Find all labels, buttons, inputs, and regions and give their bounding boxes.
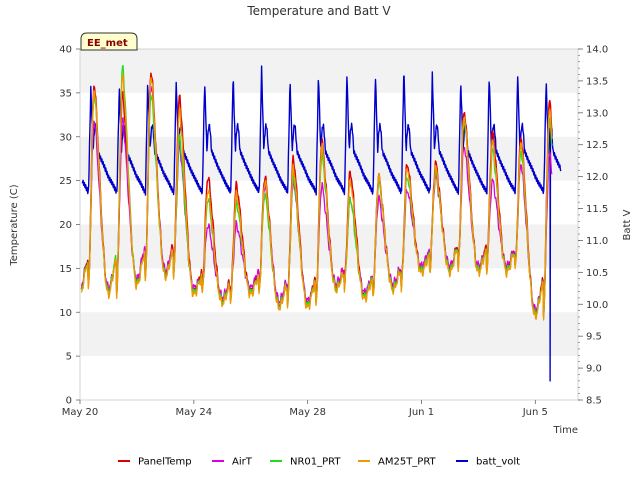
y-tick-label: 30 xyxy=(59,132,72,143)
y-tick-label: 0 xyxy=(66,396,72,407)
y2-tick-label: 12.0 xyxy=(586,172,608,183)
y-tick-label: 5 xyxy=(66,352,72,363)
legend: PanelTemp AirT NR01_PRT AM25T_PRT batt_volt xyxy=(118,457,520,468)
y2-axis-title: Batt V xyxy=(622,209,633,240)
y2-axis-ticks: 8.5 9.0 9.5 10.0 10.5 11.0 11.5 12.0 12.5 13.0 13.… xyxy=(578,45,608,407)
y-axis-title: Temperature (C) xyxy=(9,184,20,266)
y-tick-label: 15 xyxy=(59,264,72,275)
x-tick-label: Jun 5 xyxy=(522,407,548,418)
y-tick-label: 40 xyxy=(59,45,72,56)
y2-tick-label: 14.0 xyxy=(586,45,608,56)
y2-tick-label: 12.5 xyxy=(586,140,608,151)
legend-item: AM25T_PRT xyxy=(358,457,437,468)
grid-band xyxy=(80,312,578,357)
y-tick-label: 35 xyxy=(59,88,72,99)
am25t-prt-line xyxy=(80,73,553,321)
y2-tick-label: 10.5 xyxy=(586,268,608,279)
legend-item: PanelTemp xyxy=(118,457,192,468)
legend-item: NR01_PRT xyxy=(270,457,341,468)
y2-tick-label: 11.0 xyxy=(586,236,608,247)
x-tick-label: May 20 xyxy=(62,407,99,418)
batt-volt-line xyxy=(81,65,562,382)
y2-tick-label: 13.0 xyxy=(586,108,608,119)
legend-label: AirT xyxy=(232,457,253,468)
y2-tick-label: 11.5 xyxy=(586,204,608,215)
y2-tick-label: 13.5 xyxy=(586,76,608,87)
legend-label: batt_volt xyxy=(476,457,520,468)
station-badge: EE_met xyxy=(80,32,138,51)
background-bands xyxy=(80,49,578,357)
x-tick-label: Jun 1 xyxy=(408,407,434,418)
legend-label: NR01_PRT xyxy=(290,457,341,468)
grid-band xyxy=(80,49,578,93)
y-axis-ticks: 0 5 10 15 20 25 30 35 40 xyxy=(59,45,80,407)
y2-tick-label: 9.0 xyxy=(586,364,602,375)
series-lines xyxy=(80,64,562,382)
x-tick-label: May 28 xyxy=(289,407,326,418)
y-tick-label: 10 xyxy=(59,308,72,319)
legend-item: AirT xyxy=(212,457,253,468)
chart-title: Temperature and Batt V xyxy=(246,4,391,18)
legend-label: AM25T_PRT xyxy=(378,457,437,468)
y2-tick-label: 8.5 xyxy=(586,396,602,407)
x-axis-title: Time xyxy=(553,425,578,436)
y-tick-label: 20 xyxy=(59,220,72,231)
y-tick-label: 25 xyxy=(59,176,72,187)
y2-tick-label: 10.0 xyxy=(586,300,608,311)
x-axis-ticks: May 20 May 24 May 28 Jun 1 Jun 5 xyxy=(62,400,548,418)
legend-item: batt_volt xyxy=(456,457,520,468)
station-badge-label: EE_met xyxy=(87,38,128,49)
x-tick-label: May 24 xyxy=(176,407,213,418)
y2-tick-label: 9.5 xyxy=(586,332,602,343)
legend-label: PanelTemp xyxy=(138,457,192,468)
